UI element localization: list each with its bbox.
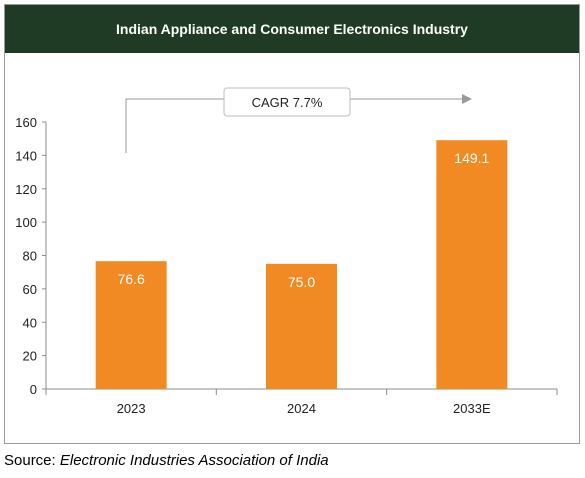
bar-2024 — [266, 263, 337, 389]
y-tick-label: 20 — [23, 349, 37, 364]
cagr-label-box — [223, 87, 351, 117]
source-note: Source: Electronic Industries Associatio… — [4, 452, 329, 469]
chart-title: Indian Appliance and Consumer Electronic… — [5, 5, 579, 53]
cagr-label: CAGR 7.7% — [252, 95, 323, 110]
bar-2023 — [95, 261, 167, 389]
x-axis: 2023 2024 2033E — [45, 388, 558, 416]
y-tick-label: 100 — [15, 215, 37, 230]
y-axis: 0 20 40 60 80 100 120 140 160 — [15, 115, 47, 397]
bar-value-label: 75.0 — [288, 274, 315, 290]
y-tick-label: 120 — [15, 182, 37, 197]
y-tick-label: 160 — [15, 115, 37, 130]
cagr-arrowhead — [462, 94, 472, 104]
x-tick-label: 2024 — [287, 401, 316, 416]
y-tick-label: 0 — [30, 382, 37, 397]
bar-2033e — [436, 140, 508, 389]
y-tick-label: 60 — [23, 282, 37, 297]
x-tick-label: 2033E — [453, 401, 491, 416]
y-tick-label: 80 — [23, 249, 37, 264]
source-name: Electronic Industries Association of Ind… — [59, 452, 329, 469]
y-tick-label: 40 — [23, 315, 37, 330]
bars: 76.6 75.0 149.1 — [95, 140, 508, 389]
x-tick-label: 2023 — [117, 401, 146, 416]
y-tick-label: 140 — [15, 148, 37, 163]
cagr-annotation: CAGR 7.7% — [125, 87, 472, 153]
source-prefix: Source: — [4, 452, 60, 469]
bar-value-label: 149.1 — [454, 150, 489, 166]
bar-value-label: 76.6 — [118, 271, 145, 287]
